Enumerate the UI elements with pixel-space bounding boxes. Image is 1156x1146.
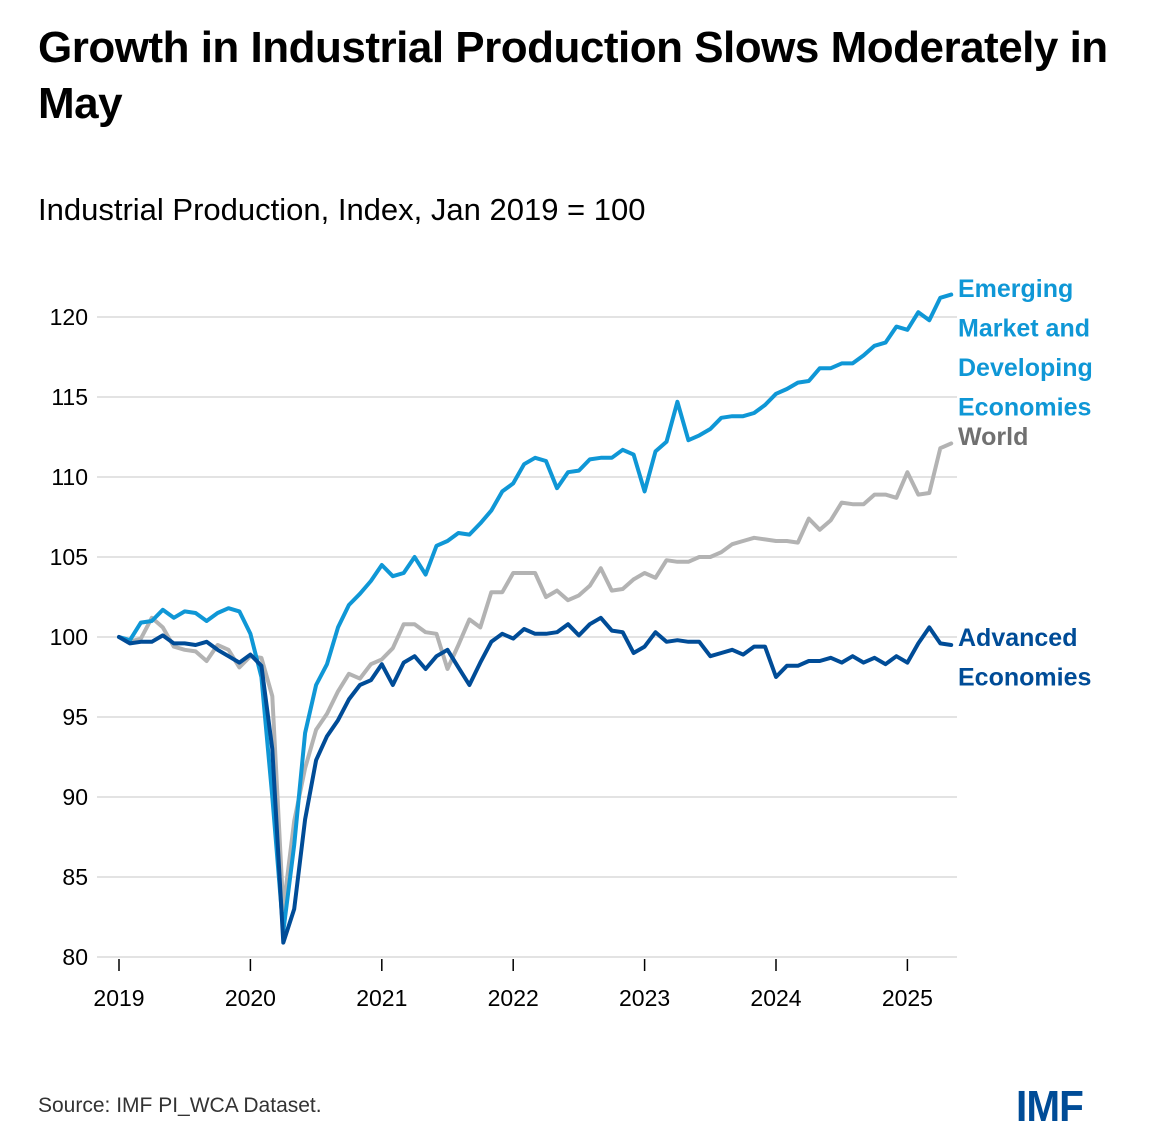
y-tick-label: 120 xyxy=(50,304,88,330)
chart-title: Growth in Industrial Production Slows Mo… xyxy=(38,23,1108,128)
series-label-line: World xyxy=(958,423,1028,451)
x-tick-label: 2020 xyxy=(225,985,276,1011)
y-tick-label: 80 xyxy=(62,944,88,970)
x-tick-label: 2022 xyxy=(488,985,539,1011)
series-label-line: Developing xyxy=(958,354,1093,382)
x-tick-label: 2021 xyxy=(356,985,407,1011)
x-tick-label: 2019 xyxy=(93,985,144,1011)
series-line-emerging-market-and-developing-economies xyxy=(117,292,954,934)
series-label-line: Emerging xyxy=(958,275,1073,303)
source-note: Source: IMF PI_WCA Dataset. xyxy=(38,1094,322,1117)
x-axis: 2019 2020 2021 2022 2023 2024 2025 xyxy=(93,959,933,1011)
y-tick-label: 110 xyxy=(51,464,88,490)
y-tick-label: 115 xyxy=(51,384,88,410)
series-label-world: World xyxy=(958,423,1028,451)
series-label-line: Advanced xyxy=(958,624,1077,652)
y-tick-label: 90 xyxy=(62,784,88,810)
y-tick-label: 100 xyxy=(50,624,88,650)
y-tick-label: 95 xyxy=(62,704,88,730)
series-label-advanced-economies: Advanced Economies xyxy=(958,624,1091,692)
x-tick-label: 2025 xyxy=(882,985,933,1011)
y-tick-label: 85 xyxy=(62,864,88,890)
series-label-line: Market and xyxy=(958,315,1090,343)
series-line-advanced-economies xyxy=(117,615,954,945)
series-label-emerging-market-and-developing-economies: Emerging Market and Developing Economies xyxy=(958,275,1093,422)
x-tick-label: 2023 xyxy=(619,985,670,1011)
y-axis: 80 85 90 95 100 105 110 115 120 xyxy=(50,304,88,970)
gridlines xyxy=(97,316,957,958)
y-tick-label: 105 xyxy=(50,544,88,570)
series-line-world xyxy=(117,441,954,911)
chart-subtitle: Industrial Production, Index, Jan 2019 =… xyxy=(38,192,646,227)
x-tick-label: 2024 xyxy=(750,985,801,1011)
series-lines xyxy=(117,292,954,945)
series-label-line: Economies xyxy=(958,394,1091,422)
series-label-line: Economies xyxy=(958,664,1091,692)
imf-logo: IMF xyxy=(1016,1082,1084,1131)
